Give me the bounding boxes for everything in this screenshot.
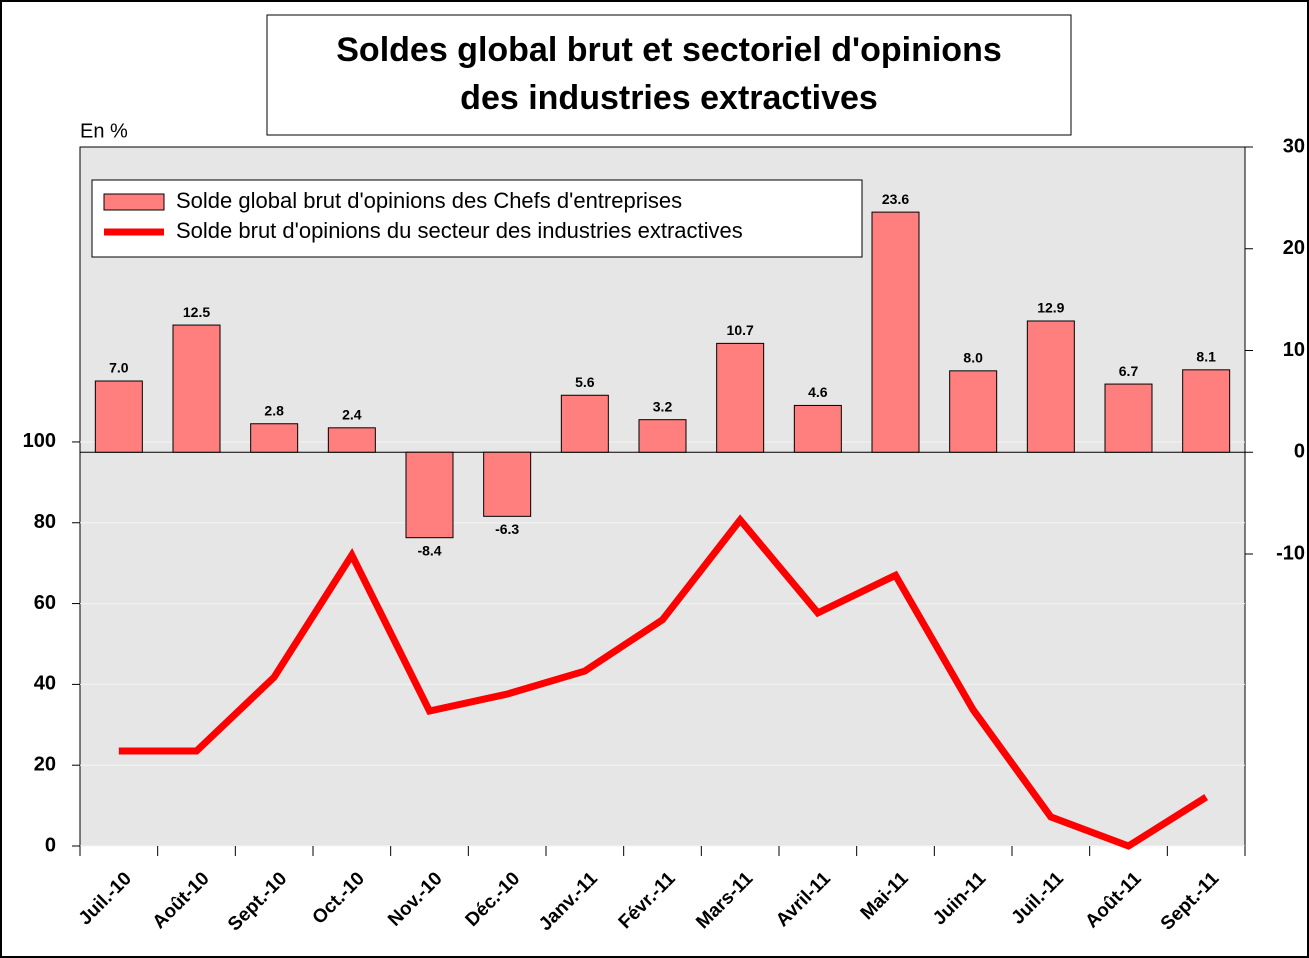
bar (949, 370, 998, 453)
data-label: 12.9 (1037, 300, 1064, 316)
line (118, 514, 1209, 850)
bar (483, 451, 532, 517)
data-label: 6.7 (1119, 363, 1139, 379)
plot-area (79, 146, 1246, 847)
data-label: 2.4 (342, 407, 362, 423)
y-tick-label: 60 (34, 592, 56, 614)
y-tick-label: 80 (34, 511, 56, 533)
data-label: 12.5 (183, 304, 210, 320)
y2-tick-label: 10 (1283, 339, 1305, 361)
data-label: 3.2 (653, 398, 673, 414)
y-tick-label: 0 (45, 834, 56, 856)
bar (871, 211, 920, 453)
y-axis-label: En % (80, 120, 128, 142)
data-label: 2.8 (264, 402, 284, 418)
bar (172, 324, 221, 453)
data-label: 4.6 (808, 384, 828, 400)
bar (716, 342, 765, 453)
y2-tick-label: 20 (1283, 237, 1305, 259)
y-tick-label: 40 (34, 673, 56, 695)
bar (94, 380, 143, 453)
data-label: 10.7 (727, 322, 754, 338)
y2-tick-label: 0 (1294, 441, 1305, 463)
bar (1026, 320, 1075, 453)
bar (327, 427, 376, 453)
bar (1104, 383, 1153, 453)
bar (793, 404, 842, 453)
legend-label: Solde brut d'opinions du secteur des ind… (176, 218, 743, 243)
y2-tick-label: 30 (1283, 135, 1305, 157)
data-label: 7.0 (109, 360, 129, 376)
title-box (266, 14, 1072, 136)
y2-tick-label: -10 (1276, 542, 1305, 564)
bar (405, 451, 454, 539)
chart-title: des industries extractives (460, 79, 878, 117)
data-label: -8.4 (417, 542, 441, 558)
data-label: 8.1 (1196, 349, 1216, 365)
data-label: 23.6 (882, 191, 909, 207)
data-label: 5.6 (575, 374, 595, 390)
legend-label: Solde global brut d'opinions des Chefs d… (176, 188, 682, 213)
y-tick-label: 100 (23, 430, 56, 452)
data-label: -6.3 (495, 521, 519, 537)
bar (1182, 369, 1231, 453)
data-label: 8.0 (963, 350, 983, 366)
chart-title: Soldes global brut et sectoriel d'opinio… (336, 31, 1002, 69)
legend (91, 179, 863, 258)
bar (250, 423, 299, 453)
legend-swatch (103, 193, 165, 211)
y-tick-label: 20 (34, 753, 56, 775)
bar (638, 419, 687, 453)
bar (560, 394, 609, 453)
